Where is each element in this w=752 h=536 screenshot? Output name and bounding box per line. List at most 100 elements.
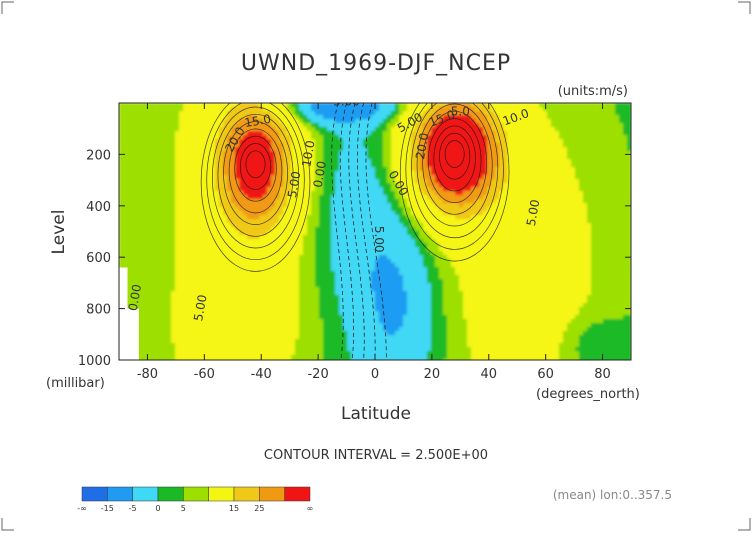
field-cell (451, 191, 456, 196)
field-cell (235, 187, 240, 192)
field-cell (375, 215, 380, 220)
field-cell (139, 179, 144, 184)
field-cell (251, 251, 256, 256)
field-cell (387, 155, 392, 160)
field-cell (147, 203, 152, 208)
field-cell (287, 143, 292, 148)
field-cell (367, 123, 372, 128)
field-cell (431, 207, 436, 212)
field-cell (519, 171, 524, 176)
field-cell (163, 223, 168, 228)
field-cell (451, 167, 456, 172)
field-cell (299, 127, 304, 132)
field-cell (467, 199, 472, 204)
field-cell (507, 251, 512, 256)
field-cell (291, 215, 296, 220)
field-cell (315, 151, 320, 156)
field-cell (143, 239, 148, 244)
field-cell (383, 159, 388, 164)
field-cell (319, 191, 324, 196)
field-cell (327, 195, 332, 200)
field-cell (343, 115, 348, 120)
field-cell (415, 147, 420, 152)
field-cell (491, 223, 496, 228)
field-cell (383, 255, 388, 260)
field-cell (119, 163, 124, 168)
field-cell (403, 219, 408, 224)
field-cell (599, 119, 604, 124)
field-cell (147, 199, 152, 204)
field-cell (375, 155, 380, 160)
field-cell (607, 151, 612, 156)
field-cell (299, 163, 304, 168)
field-cell (479, 143, 484, 148)
field-cell (559, 239, 564, 244)
field-cell (551, 235, 556, 240)
field-cell (259, 243, 264, 248)
field-cell (359, 255, 364, 260)
field-cell (291, 243, 296, 248)
field-cell (475, 227, 480, 232)
field-cell (315, 199, 320, 204)
field-cell (519, 251, 524, 256)
field-cell (251, 231, 256, 236)
field-cell (231, 151, 236, 156)
field-cell (303, 223, 308, 228)
field-cell (335, 239, 340, 244)
field-cell (531, 191, 536, 196)
field-cell (407, 123, 412, 128)
field-cell (167, 135, 172, 140)
field-cell (571, 167, 576, 172)
field-cell (527, 191, 532, 196)
field-cell (323, 143, 328, 148)
field-cell (131, 195, 136, 200)
field-cell (375, 175, 380, 180)
field-cell (423, 191, 428, 196)
field-cell (159, 203, 164, 208)
field-cell (291, 231, 296, 236)
field-cell (527, 131, 532, 136)
field-cell (559, 123, 564, 128)
field-cell (463, 207, 468, 212)
field-cell (187, 115, 192, 120)
field-cell (447, 159, 452, 164)
field-cell (239, 139, 244, 144)
field-cell (467, 171, 472, 176)
field-cell (555, 135, 560, 140)
field-cell (211, 155, 216, 160)
field-cell (447, 203, 452, 208)
field-cell (451, 199, 456, 204)
field-cell (483, 255, 488, 260)
field-cell (571, 159, 576, 164)
field-cell (131, 187, 136, 192)
field-cell (443, 131, 448, 136)
field-cell (351, 199, 356, 204)
field-cell (315, 123, 320, 128)
field-cell (483, 139, 488, 144)
field-cell (119, 143, 124, 148)
field-cell (555, 215, 560, 220)
field-cell (255, 139, 260, 144)
field-cell (151, 107, 156, 112)
field-cell (343, 119, 348, 124)
field-cell (567, 159, 572, 164)
field-cell (339, 167, 344, 172)
field-cell (347, 131, 352, 136)
field-cell (375, 227, 380, 232)
field-cell (335, 255, 340, 260)
field-cell (147, 167, 152, 172)
field-cell (375, 123, 380, 128)
field-cell (379, 143, 384, 148)
field-cell (567, 211, 572, 216)
field-cell (419, 127, 424, 132)
field-cell (347, 227, 352, 232)
field-cell (127, 179, 132, 184)
field-cell (439, 211, 444, 216)
field-cell (347, 159, 352, 164)
field-cell (607, 195, 612, 200)
field-cell (547, 247, 552, 252)
field-cell (463, 247, 468, 252)
field-cell (163, 231, 168, 236)
field-cell (203, 147, 208, 152)
field-cell (471, 207, 476, 212)
